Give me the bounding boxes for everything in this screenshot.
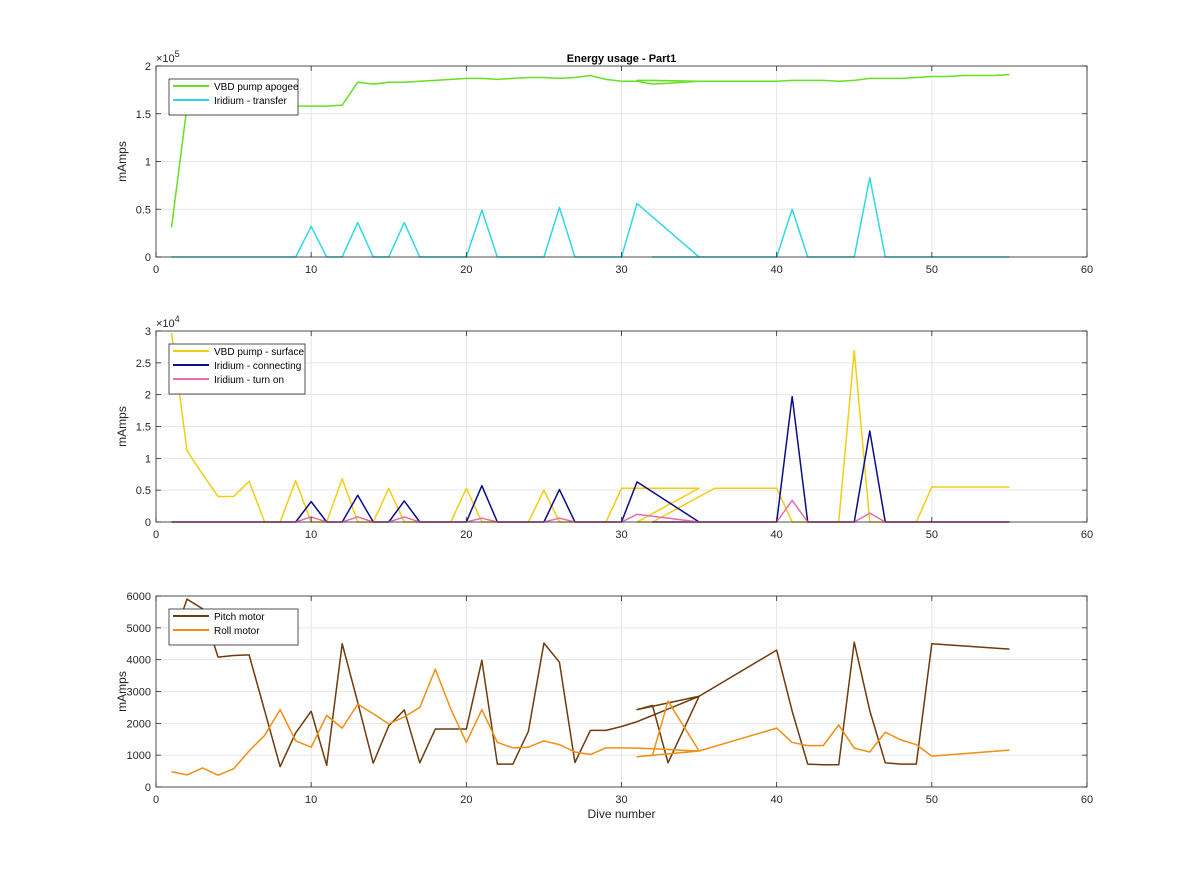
legend-entry: Roll motor xyxy=(214,626,260,637)
x-tick-label: 40 xyxy=(771,794,783,806)
y-tick-label: 2.5 xyxy=(136,358,151,370)
x-tick-label: 60 xyxy=(1081,794,1093,806)
legend-entry: VBD pump apogee xyxy=(214,82,299,93)
y-tick-label: 0.5 xyxy=(136,485,151,497)
legend-box xyxy=(168,343,306,395)
series-line-1 xyxy=(170,73,1010,228)
y-tick-label: 3 xyxy=(145,326,151,338)
x-tick-label: 20 xyxy=(460,794,472,806)
subplot-2: 0 10 20 30 40 50 60 0 0.5 1 1.5 2 2.5 3 ×104 mAmps VBD p… xyxy=(115,314,1093,541)
legend-entry: Iridium - connecting xyxy=(214,361,301,372)
legend: VBD pump apogee Iridium - transfer xyxy=(168,78,299,116)
y-tick-label: 2 xyxy=(145,61,151,73)
x-tick-label: 0 xyxy=(153,794,159,806)
chart-title: Energy usage - Part1 xyxy=(567,53,676,65)
x-tick-label: 30 xyxy=(615,794,627,806)
x-tick-label: 10 xyxy=(305,264,317,276)
x-axis-label: Dive number xyxy=(587,807,655,821)
x-tick-label: 10 xyxy=(305,794,317,806)
exponent-base: ×10 xyxy=(156,318,175,330)
y-tick-label: 5000 xyxy=(127,623,151,635)
y-axis-label: mAmps xyxy=(115,406,129,447)
legend: VBD pump - surface Iridium - connecting Ir… xyxy=(168,343,306,395)
y-tick-label: 0 xyxy=(145,252,151,264)
series-line-2 xyxy=(171,668,1010,776)
y-tick-label: 2000 xyxy=(127,718,151,730)
exponent-power: 4 xyxy=(175,314,180,324)
subplot-3: 0 10 20 30 40 50 60 0 1000 2000 3000 4000 5000 6000 mA… xyxy=(115,591,1093,821)
y-axis-label: mAmps xyxy=(115,671,129,712)
x-tick-label: 50 xyxy=(926,264,938,276)
exponent-power: 5 xyxy=(175,49,180,59)
legend-entry: Iridium - transfer xyxy=(214,96,287,107)
x-tick-label: 0 xyxy=(153,264,159,276)
x-tick-label: 10 xyxy=(305,529,317,541)
y-tick-label: 0 xyxy=(145,782,151,794)
legend: Pitch motor Roll motor xyxy=(168,608,299,646)
legend-entry: VBD pump - surface xyxy=(214,347,304,358)
x-tick-label: 50 xyxy=(926,794,938,806)
x-tick-label: 40 xyxy=(771,264,783,276)
y-axis-label: mAmps xyxy=(115,141,129,182)
subplot-1: 0 10 20 30 40 50 60 0 0.5 1 1.5 2 ×105 mAmps Energy us… xyxy=(115,49,1093,276)
y-tick-label: 1.5 xyxy=(136,422,151,434)
x-tick-label: 20 xyxy=(460,529,472,541)
legend-entry: Iridium - turn on xyxy=(214,375,284,386)
legend-box xyxy=(168,78,299,116)
y-tick-label: 0.5 xyxy=(136,204,151,216)
x-tick-label: 60 xyxy=(1081,529,1093,541)
y-tick-label: 1 xyxy=(145,453,151,465)
x-tick-label: 30 xyxy=(615,529,627,541)
y-tick-label: 3000 xyxy=(127,687,151,699)
y-tick-label: 1.5 xyxy=(136,109,151,121)
x-tick-label: 30 xyxy=(615,264,627,276)
y-tick-label: 2 xyxy=(145,390,151,402)
y-axis-exponent: ×104 xyxy=(156,314,180,330)
y-tick-label: 1000 xyxy=(127,750,151,762)
y-axis-exponent: ×105 xyxy=(156,49,180,65)
x-tick-label: 0 xyxy=(153,529,159,541)
exponent-base: ×10 xyxy=(156,53,175,65)
x-tick-label: 50 xyxy=(926,529,938,541)
y-tick-label: 6000 xyxy=(127,591,151,603)
x-tick-label: 40 xyxy=(771,529,783,541)
x-tick-label: 20 xyxy=(460,264,472,276)
x-tick-label: 60 xyxy=(1081,264,1093,276)
series-line-1 xyxy=(170,598,1010,768)
y-tick-label: 1 xyxy=(145,157,151,169)
y-tick-label: 0 xyxy=(145,517,151,529)
legend-entry: Pitch motor xyxy=(214,612,265,623)
y-tick-label: 4000 xyxy=(127,655,151,667)
